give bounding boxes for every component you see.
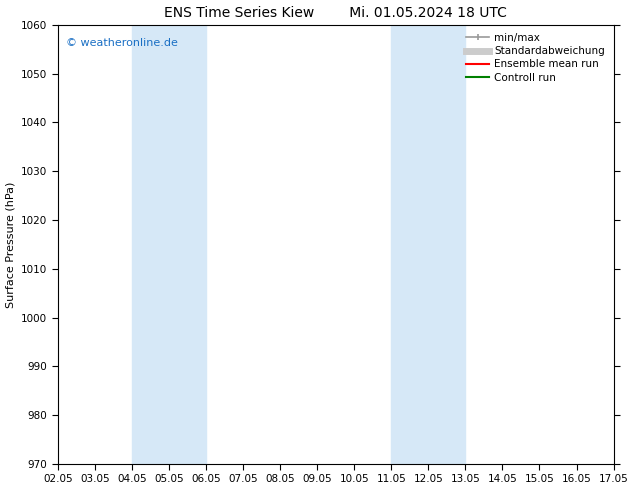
Bar bbox=[391, 25, 465, 464]
Text: © weatheronline.de: © weatheronline.de bbox=[66, 38, 178, 48]
Y-axis label: Surface Pressure (hPa): Surface Pressure (hPa) bbox=[6, 181, 16, 308]
Title: ENS Time Series Kiew        Mi. 01.05.2024 18 UTC: ENS Time Series Kiew Mi. 01.05.2024 18 U… bbox=[164, 5, 507, 20]
Bar bbox=[132, 25, 206, 464]
Legend: min/max, Standardabweichung, Ensemble mean run, Controll run: min/max, Standardabweichung, Ensemble me… bbox=[463, 30, 609, 86]
